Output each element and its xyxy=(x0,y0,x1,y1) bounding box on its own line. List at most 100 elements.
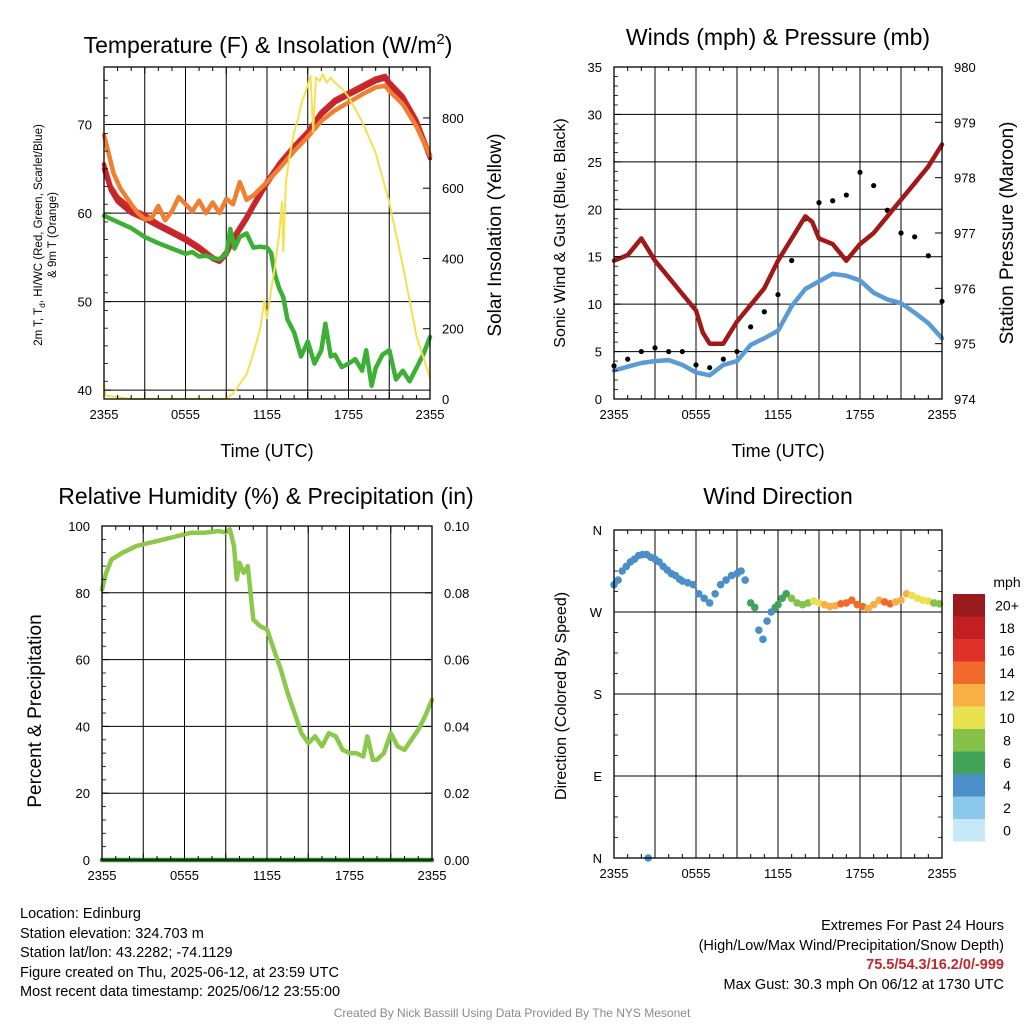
y2-tick-label: 0.08 xyxy=(444,586,469,601)
y-tick-label: 0 xyxy=(83,853,90,868)
colorbar-tick-label: 12 xyxy=(999,687,1015,703)
direction-points xyxy=(610,550,944,862)
y-tick-label: N xyxy=(593,851,602,866)
gust-point xyxy=(761,309,767,315)
y2-tick-label: 975 xyxy=(954,337,976,352)
direction-point xyxy=(759,635,767,644)
direction-point xyxy=(935,600,944,608)
series-line-dewpoint xyxy=(101,213,433,388)
gust-point xyxy=(857,169,863,175)
y2-tick-label: 0.06 xyxy=(444,653,469,668)
gust-point xyxy=(898,230,904,236)
colorbar-swatch xyxy=(953,729,985,752)
station-location: Location: Edinburg xyxy=(20,906,141,922)
direction-title: Wind Direction xyxy=(703,483,853,509)
gust-point xyxy=(843,192,849,198)
humidity-ylabel: Percent & Precipitation xyxy=(25,614,46,807)
y2-tick-label: 976 xyxy=(954,281,976,296)
humidity-grid xyxy=(102,526,432,860)
colorbar-tick-label: 6 xyxy=(1003,755,1011,771)
direction-point xyxy=(694,589,703,598)
x-tick-label: 2355 xyxy=(928,407,957,422)
y2-tick-label: 0 xyxy=(442,392,449,407)
y-tick-label: 70 xyxy=(78,118,92,133)
y-tick-label: 15 xyxy=(588,250,602,265)
y2-tick-label: 0.00 xyxy=(444,853,469,868)
y-tick-label: 20 xyxy=(588,202,602,217)
extremes-box: Extremes For Past 24 Hours (High/Low/Max… xyxy=(699,917,1004,995)
direction-point xyxy=(741,576,749,584)
direction-point xyxy=(848,596,856,604)
direction-point xyxy=(864,604,872,613)
extremes-values: 75.5/54.3/16.2/0/-999 xyxy=(866,957,1004,973)
direction-point xyxy=(787,594,796,603)
x-tick-label: 2355 xyxy=(928,866,957,881)
gust-point xyxy=(789,257,795,264)
gust-point xyxy=(816,200,822,206)
y2-tick-label: 200 xyxy=(442,322,464,337)
y-tick-label: 10 xyxy=(588,297,602,312)
x-tick-label: 0555 xyxy=(171,407,200,422)
humidity-plot-frame xyxy=(101,525,433,861)
winds-xlabel: Time (UTC) xyxy=(731,441,824,461)
colorbar-tick-label: 4 xyxy=(1003,777,1011,793)
gust-point xyxy=(707,365,713,371)
y2-tick-label: 977 xyxy=(954,226,976,241)
y-tick-label: N xyxy=(593,523,602,538)
x-tick-label: 1155 xyxy=(764,866,792,881)
direction-point xyxy=(614,576,622,584)
temperature-xlabel: Time (UTC) xyxy=(220,441,313,461)
colorbar-swatch xyxy=(953,594,985,617)
max-gust: Max Gust: 30.3 mph On 06/12 at 1730 UTC xyxy=(723,976,1004,993)
y2-tick-label: 800 xyxy=(442,111,464,126)
temperature-title: Temperature (F) & Insolation (W/m2) xyxy=(84,31,453,58)
colorbar-swatch xyxy=(953,751,985,774)
direction-point xyxy=(869,600,878,609)
x-tick-label: 2355 xyxy=(416,407,445,422)
x-tick-label: 2355 xyxy=(90,407,119,422)
y2-tick-label: 0.10 xyxy=(444,519,469,534)
direction-point xyxy=(774,600,782,609)
direction-point xyxy=(763,617,771,625)
direction-plot-frame xyxy=(613,529,943,859)
direction-panel: Wind Direction 2355 0555 1155 1755 2355NESWN… xyxy=(553,483,1021,881)
y2-tick-label: 979 xyxy=(954,115,976,130)
winds-ylabel: Sonic Wind & Gust (Blue, Black) xyxy=(552,118,569,347)
winds-title: Winds (mph) & Pressure (mb) xyxy=(626,24,930,50)
direction-point xyxy=(689,580,698,589)
series-line-temp9m xyxy=(101,83,433,223)
y-tick-label: 0 xyxy=(595,392,602,407)
humidity-ticks: 2355 0555 1155 1755 23550204060801000.000.02… xyxy=(68,519,469,883)
x-tick-label: 0555 xyxy=(170,868,199,883)
gust-point xyxy=(734,348,740,355)
humidity-panel: Relative Humidity (%) & Precipitation (i… xyxy=(25,483,474,883)
station-elevation: Station elevation: 324.703 m xyxy=(20,925,204,942)
x-tick-label: 1755 xyxy=(846,866,875,881)
gust-point xyxy=(652,345,658,351)
x-tick-label: 1155 xyxy=(253,868,281,883)
colorbar-tick-label: 2 xyxy=(1003,800,1011,816)
y2-tick-label: 0.04 xyxy=(444,719,469,734)
colorbar-tick-label: 20+ xyxy=(995,597,1019,613)
x-tick-label: 0555 xyxy=(682,866,711,881)
extremes-legend: (High/Low/Max Wind/Precipitation/Snow De… xyxy=(698,937,1004,954)
direction-point xyxy=(782,589,790,598)
winds-y2label: Station Pressure (Maroon) xyxy=(997,122,1018,345)
direction-ylabel: Direction (Colored By Speed) xyxy=(553,592,570,800)
temperature-ylabel: 2m T, Td, HI/WC (Red, Green, Scarlet/Blu… xyxy=(33,124,47,346)
gust-point xyxy=(679,348,685,355)
station-info: Location: Edinburg Station elevation: 32… xyxy=(20,905,340,1003)
gust-point xyxy=(720,356,726,362)
y-tick-label: 80 xyxy=(76,586,90,601)
gust-point xyxy=(693,362,699,368)
colorbar-tick-label: 0 xyxy=(1003,822,1011,838)
colorbar-swatch xyxy=(953,684,985,707)
y-tick-label: 30 xyxy=(588,107,602,122)
direction-point xyxy=(722,576,730,584)
series-line-solar xyxy=(103,73,431,400)
extremes-heading: Extremes For Past 24 Hours xyxy=(821,918,1004,934)
x-tick-label: 1755 xyxy=(334,407,363,422)
colorbar-swatch xyxy=(953,796,985,819)
series-line-wind xyxy=(611,271,945,378)
colorbar-tick-label: 16 xyxy=(999,642,1015,658)
